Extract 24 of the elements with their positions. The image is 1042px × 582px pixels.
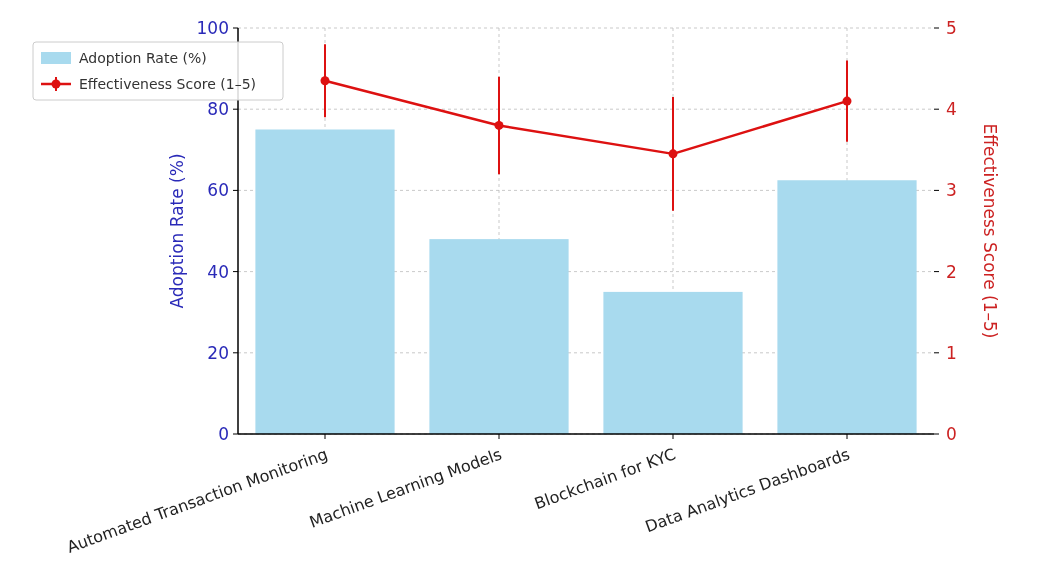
y2-tick-label: 2	[946, 261, 957, 282]
bar	[777, 180, 917, 434]
y-axis-title: Adoption Rate (%)	[167, 153, 187, 309]
point	[668, 149, 678, 159]
legend-label: Adoption Rate (%)	[79, 49, 207, 66]
legend-label: Effectiveness Score (1–5)	[79, 75, 257, 92]
y-tick-label: 60	[207, 180, 229, 201]
y2-tick-label: 3	[946, 180, 957, 201]
bar	[603, 291, 743, 434]
y-tick-label: 0	[218, 423, 229, 444]
y-tick-label: 20	[207, 342, 229, 363]
bar	[429, 239, 569, 434]
bar	[255, 129, 395, 434]
y2-axis-title: Effectiveness Score (1–5)	[980, 123, 1000, 339]
point	[494, 120, 504, 130]
y2-tick-label: 5	[946, 17, 957, 38]
point	[842, 96, 852, 106]
point	[320, 76, 330, 86]
y-tick-label: 100	[196, 17, 229, 38]
y2-tick-label: 0	[946, 423, 957, 444]
y2-tick-label: 1	[946, 342, 957, 363]
y-tick-label: 40	[207, 261, 229, 282]
y-tick-label: 80	[207, 99, 229, 120]
y2-tick-label: 4	[946, 99, 957, 120]
